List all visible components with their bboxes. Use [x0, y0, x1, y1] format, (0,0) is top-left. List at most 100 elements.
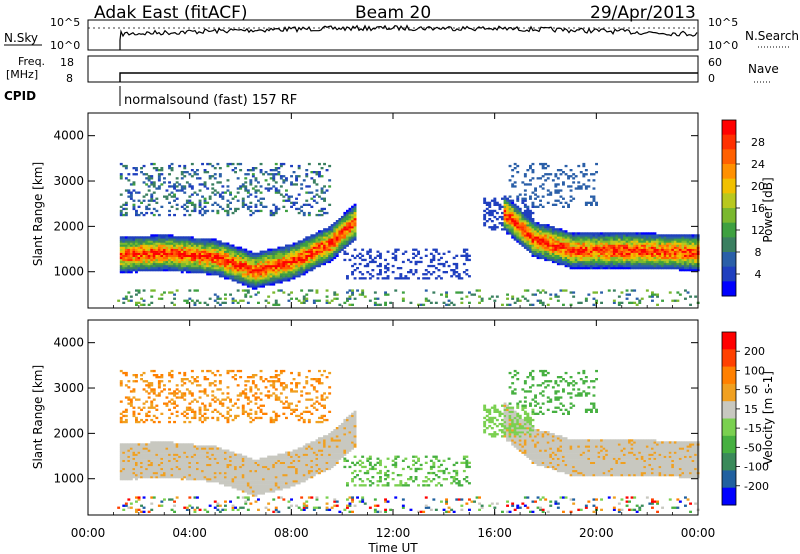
power-cell [254, 275, 258, 278]
power-cell [686, 256, 690, 260]
power-cell [546, 254, 550, 257]
power-cell [201, 254, 204, 257]
velocity-cell [127, 465, 131, 469]
power-cell [312, 238, 316, 241]
power-cell [689, 250, 692, 253]
power-cell [361, 254, 365, 257]
velocity-cell [152, 453, 156, 456]
power-cell [211, 256, 215, 260]
power-cell [142, 254, 146, 257]
velocity-cell [135, 461, 138, 464]
power-cell [671, 242, 675, 245]
power-cell [226, 185, 230, 188]
power-cell [653, 248, 657, 251]
power-cell [241, 277, 245, 280]
power-cell [292, 201, 296, 204]
power-cell [312, 195, 316, 198]
velocity-cell [160, 463, 164, 467]
power-cell [173, 297, 176, 300]
power-cell [567, 232, 570, 235]
power-cell [257, 262, 260, 266]
power-cell [643, 254, 647, 257]
power-cell [513, 226, 517, 229]
velocity-cell [180, 474, 184, 477]
power-cell [640, 256, 644, 260]
power-cell [671, 256, 675, 260]
power-cell [361, 248, 365, 251]
power-cell [648, 258, 652, 262]
power-cell [523, 228, 527, 231]
power-cell [163, 252, 166, 255]
power-cell [259, 185, 263, 188]
power-cell [119, 264, 123, 268]
power-cell [234, 248, 237, 251]
power-cell [185, 264, 189, 268]
power-cell [559, 289, 563, 292]
power-cell [254, 269, 258, 272]
velocity-cell [170, 461, 174, 464]
power-cell [358, 277, 362, 280]
power-cell [531, 252, 535, 255]
power-cell [272, 275, 276, 278]
power-cell [165, 264, 169, 268]
power-cell [315, 252, 319, 255]
velocity-cell [119, 453, 123, 456]
power-cell [267, 256, 271, 260]
power-cell [325, 211, 329, 215]
power-cell [556, 169, 560, 172]
power-cell [241, 262, 245, 266]
power-cell [323, 262, 326, 266]
power-cell [310, 260, 314, 264]
velocity-cell [135, 465, 138, 469]
power-cell [119, 269, 123, 272]
power-cell [516, 230, 520, 233]
power-cell [587, 267, 591, 270]
power-cell [183, 248, 187, 251]
power-cell [152, 162, 156, 166]
power-cell [681, 238, 685, 241]
power-cell [244, 279, 248, 282]
power-cell [592, 264, 596, 268]
velocity-cell [150, 369, 154, 373]
velocity-cell [142, 474, 146, 477]
power-cell [241, 197, 245, 200]
power-cell [617, 262, 621, 266]
power-cell [689, 256, 692, 260]
power-cell [567, 244, 570, 247]
velocity-cell [155, 463, 159, 467]
power-cell [635, 236, 639, 239]
power-cell [376, 254, 380, 257]
power-cell [648, 262, 652, 266]
velocity-cell [132, 449, 136, 452]
power-cell [602, 248, 606, 251]
power-cell [147, 175, 151, 178]
power-cell [312, 234, 316, 237]
velocity-cell [140, 463, 143, 467]
power-cell [549, 297, 553, 300]
power-cell [508, 211, 512, 215]
power-cell [620, 244, 624, 247]
power-cell [333, 226, 337, 229]
power-cell [190, 169, 194, 172]
power-cell [678, 250, 682, 253]
power-cell [534, 205, 537, 208]
power-cell [262, 281, 265, 284]
power-cell [145, 260, 149, 264]
power-cell [556, 236, 560, 239]
power-cell [569, 303, 573, 306]
power-cell [513, 301, 517, 304]
power-cell [229, 252, 232, 255]
velocity-cell [137, 451, 141, 454]
power-cell [597, 232, 601, 235]
power-cell [658, 254, 662, 257]
power-cell [534, 236, 537, 239]
power-cell [356, 254, 359, 257]
power-cell [203, 201, 207, 204]
power-cell [689, 238, 692, 241]
velocity-cell [132, 447, 136, 450]
power-cell [315, 248, 319, 251]
power-cell [353, 213, 357, 217]
power-cell [132, 256, 136, 260]
power-cell [310, 191, 314, 194]
velocity-cell [180, 465, 184, 469]
